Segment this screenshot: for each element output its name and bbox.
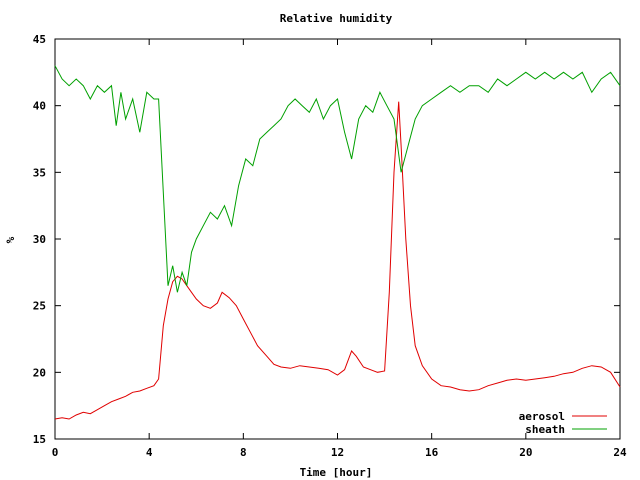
series-layer (54, 65, 621, 420)
x-tick-label: 16 (425, 446, 439, 459)
y-tick-label: 15 (33, 433, 46, 446)
x-tick-label: 20 (519, 446, 532, 459)
y-tick-label: 30 (33, 233, 46, 246)
y-tick-label: 20 (33, 366, 46, 379)
chart-title: Relative humidity (280, 12, 393, 25)
y-axis-label: % (4, 236, 17, 243)
series-line-aerosol (54, 101, 621, 420)
y-tick-label: 40 (33, 100, 46, 113)
series-line-sheath (54, 65, 621, 293)
x-tick-label: 4 (146, 446, 153, 459)
legend-label-sheath: sheath (525, 423, 565, 436)
x-tick-label: 0 (52, 446, 59, 459)
x-tick-label: 12 (331, 446, 344, 459)
legend-label-aerosol: aerosol (519, 410, 565, 423)
y-tick-label: 25 (33, 300, 46, 313)
y-tick-label: 35 (33, 166, 46, 179)
axes: 0 4 8 12 16 20 24 15 20 25 30 35 40 45 (33, 33, 627, 459)
y-tick-label: 45 (33, 33, 46, 46)
x-tick-label: 8 (240, 446, 247, 459)
x-tick-label: 24 (613, 446, 627, 459)
x-axis-label: Time [hour] (300, 466, 373, 479)
